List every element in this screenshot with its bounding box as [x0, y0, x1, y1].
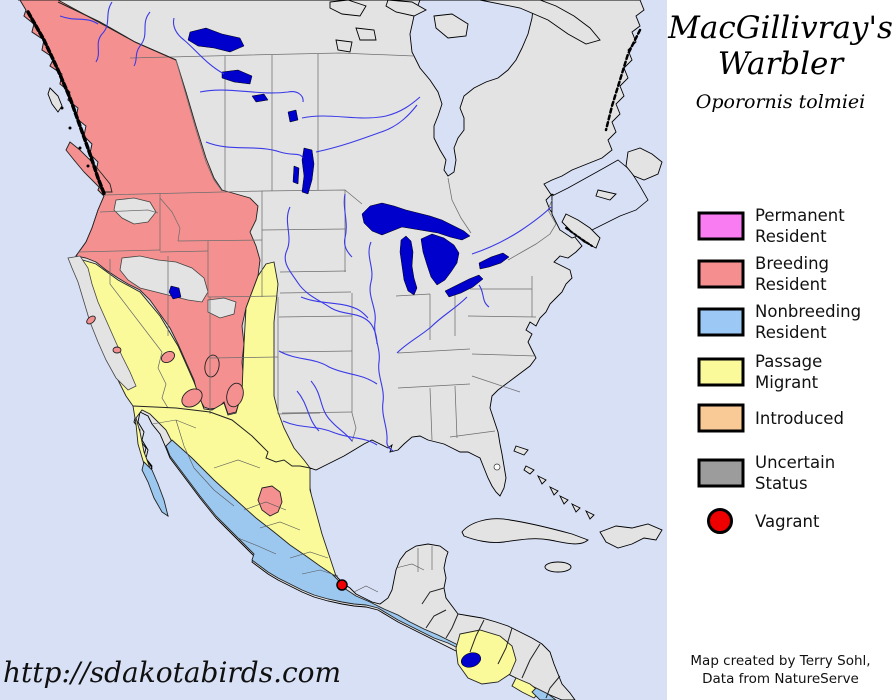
lake-athabasca — [251, 93, 269, 103]
lake-okeechobee — [493, 463, 501, 471]
lake-ontario — [478, 252, 510, 270]
reindeer-lake — [287, 109, 299, 123]
haida-gwaii — [47, 87, 63, 113]
great-salt-lake — [168, 285, 182, 300]
jamaica — [544, 561, 572, 573]
legend-row-permanent: Permanent Resident — [696, 205, 845, 247]
species-title-line2: Warbler — [717, 46, 844, 82]
credit-line1: Map created by Terry Sohl, — [690, 653, 871, 669]
nevada-gap — [119, 255, 209, 303]
legend-label: Permanent Resident — [755, 206, 845, 246]
nonbreeding-resident-swatch-icon — [697, 307, 745, 337]
nicaragua-passage-region — [455, 629, 517, 685]
newfoundland — [625, 147, 663, 181]
lake-winnipeg — [301, 147, 315, 195]
map-credit: Map created by Terry Sohl, Data from Nat… — [667, 652, 894, 688]
species-scientific-name: Oporornis tolmiei — [695, 91, 866, 113]
costa-rica-nonbreeding-region — [531, 687, 557, 700]
lake-superior — [361, 202, 471, 241]
introduced-swatch-icon — [697, 403, 745, 433]
permanent-resident-swatch-icon — [697, 211, 745, 241]
lake-erie — [444, 274, 484, 298]
website-watermark: http://sdakotabirds.com — [3, 656, 342, 689]
great-bear-lake — [187, 27, 245, 53]
lake-huron — [420, 233, 460, 286]
breeding-resident-swatch-icon — [697, 259, 745, 289]
ne-mexico-breeding-patch — [257, 485, 283, 517]
lake-nicaragua — [460, 652, 482, 668]
mexico-borders — [151, 419, 561, 699]
islands — [47, 0, 663, 573]
legend-row-vagrant: Vagrant — [696, 505, 819, 537]
anticosti-island — [595, 189, 617, 201]
cuba — [461, 518, 589, 545]
legend-label: Uncertain Status — [755, 453, 836, 493]
north-america-range-map — [0, 0, 667, 700]
species-title-line1: MacGillivray's — [668, 10, 893, 46]
hispaniola — [599, 523, 663, 549]
legend-label: Nonbreeding Resident — [755, 302, 862, 342]
legend-row-introduced: Introduced — [696, 402, 844, 434]
vagrant-record-dot — [336, 579, 348, 591]
passage-migrant-swatch-icon — [697, 357, 745, 387]
legend-label: Breeding Resident — [755, 254, 830, 294]
california-coast-gap — [67, 255, 137, 391]
legend-label: Passage Migrant — [755, 352, 823, 392]
credit-line2: Data from NatureServe — [702, 671, 859, 687]
map-area — [0, 0, 667, 700]
uncertain-status-swatch-icon — [697, 458, 745, 488]
legend-row-breeding: Breeding Resident — [696, 253, 829, 295]
vagrant-dot-icon — [707, 508, 733, 534]
great-slave-lake — [221, 69, 253, 85]
rugged-coastline — [26, 10, 642, 247]
rivers — [59, 1, 552, 452]
hudson-bay — [409, 0, 535, 177]
legend-row-passage: Passage Migrant — [696, 351, 822, 393]
legend-row-uncertain: Uncertain Status — [696, 452, 835, 494]
out-of-range-cutouts — [67, 197, 237, 391]
info-panel: MacGillivray's Warbler Oporornis tolmiei… — [667, 0, 894, 700]
salt-desert-gap — [207, 297, 237, 319]
nova-scotia — [561, 213, 601, 249]
legend-row-nonbreeding: Nonbreeding Resident — [696, 301, 861, 343]
state-borders — [57, 1, 557, 443]
lakes — [168, 27, 510, 668]
breeding-isolated-patches — [86, 315, 283, 517]
columbia-basin-gap — [113, 197, 157, 225]
legend-label: Introduced — [755, 408, 844, 428]
title-block: MacGillivray's Warbler Oporornis tolmiei — [667, 10, 894, 113]
baja-nonbreeding-region — [141, 461, 169, 518]
legend-label: Vagrant — [755, 511, 820, 531]
us-mexico-border — [132, 405, 311, 469]
lake-michigan — [399, 235, 418, 296]
